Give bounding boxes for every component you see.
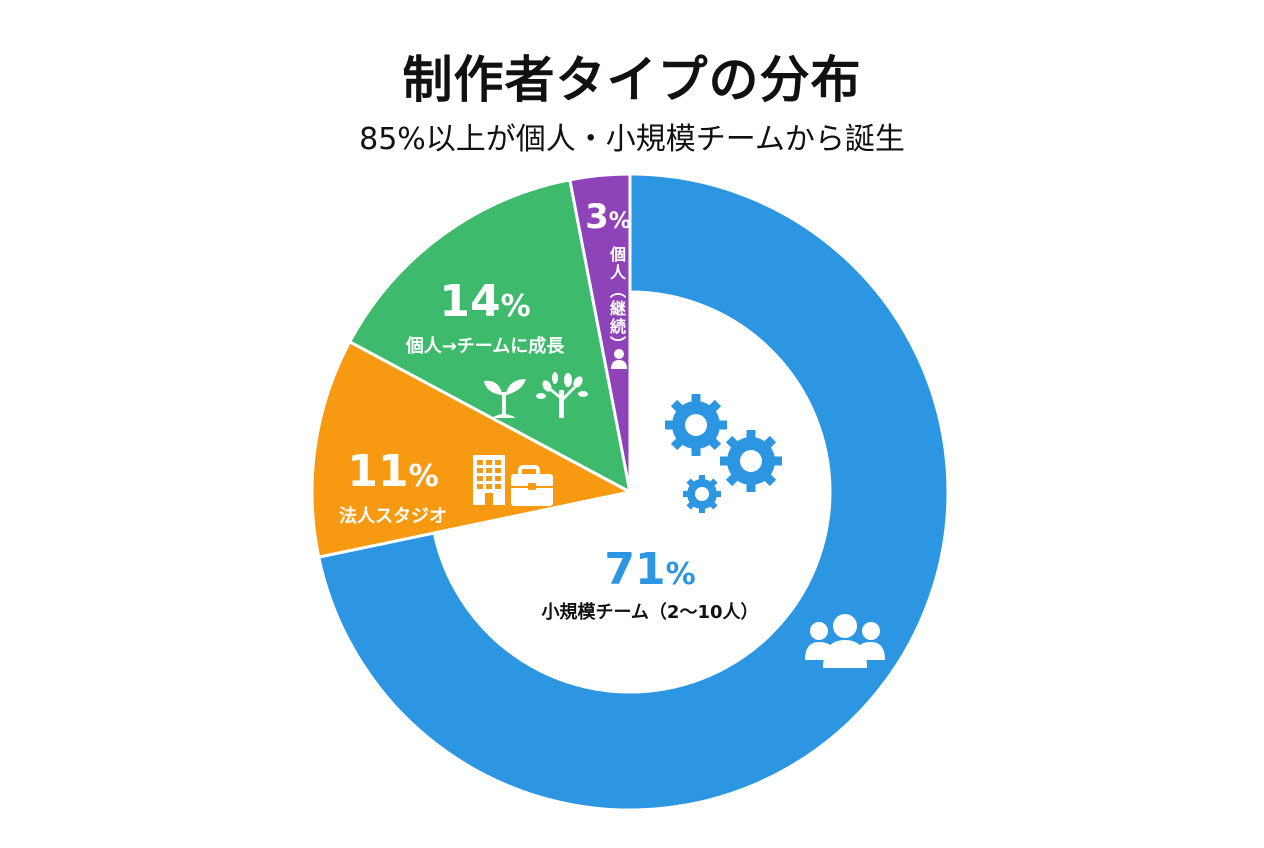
label-small-team-text: 小規模チーム（2〜10人） <box>541 602 759 623</box>
segment-label-growth: 14% 個人→チームに成長 <box>375 280 595 358</box>
segment-label-individual: 3% <box>578 200 638 234</box>
gears-icon <box>665 394 782 513</box>
group-users-icon <box>805 614 885 668</box>
segment-label-small-team: 71% 小規模チーム（2〜10人） <box>500 548 800 624</box>
pct-value-growth: 14 <box>439 276 501 327</box>
sprout-icon <box>484 379 526 418</box>
pct-unit-studio: % <box>408 459 439 494</box>
tree-icon <box>536 372 588 418</box>
person-icon <box>611 349 627 369</box>
pie-slice-small-team <box>316 172 950 812</box>
chart-subtitle: 85%以上が個人・小規模チームから誕生 <box>359 122 905 157</box>
briefcase-icon <box>511 465 553 506</box>
pct-value-studio: 11 <box>347 446 409 497</box>
chart-title: 制作者タイプの分布 <box>402 51 862 109</box>
label-individual-text: 個人（継続） <box>607 246 626 354</box>
pct-value-small-team: 71 <box>604 544 666 595</box>
pct-unit-individual: % <box>608 209 631 234</box>
building-icon <box>473 455 505 505</box>
pct-value-individual: 3 <box>585 197 609 237</box>
pie-slice-individual <box>568 172 632 493</box>
label-studio-text: 法人スタジオ <box>339 506 447 527</box>
label-growth-text: 個人→チームに成長 <box>405 336 565 357</box>
pct-unit-small-team: % <box>665 557 696 592</box>
pct-unit-growth: % <box>500 289 531 324</box>
segment-label-studio: 11% 法人スタジオ <box>318 450 468 528</box>
